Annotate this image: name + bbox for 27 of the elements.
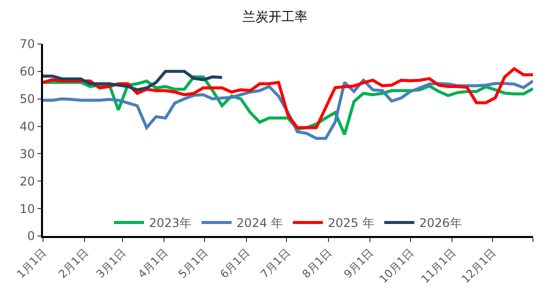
y-tick-label: 70 <box>20 37 35 52</box>
y-tick-label: 10 <box>20 202 35 216</box>
y-tick-label: 50 <box>20 92 35 106</box>
x-tick-label: 12月1日 <box>459 246 499 286</box>
line-series <box>43 70 224 92</box>
legend-label: 2023年 <box>149 216 192 230</box>
x-tick-label: 3月1日 <box>94 246 128 281</box>
x-tick-label: 2月1日 <box>56 246 91 281</box>
x-tick-label: 4月1日 <box>136 246 170 281</box>
y-tick-label: 40 <box>20 119 35 134</box>
y-tick-label: 30 <box>20 146 35 161</box>
y-tick-label: 20 <box>20 174 35 188</box>
legend-label: 2024 年 <box>236 216 283 230</box>
x-tick-label: 9月1日 <box>341 246 376 281</box>
x-tick-label: 1月1日 <box>14 246 50 281</box>
line-series <box>43 67 533 130</box>
x-tick-label: 5月1日 <box>176 246 211 281</box>
chart-title: 兰炭开工率 <box>242 9 308 26</box>
legend-label: 2025 年 <box>328 216 374 230</box>
x-tick-label: 11月1日 <box>418 246 458 286</box>
y-tick-label: 0 <box>27 229 35 244</box>
x-tick-label: 6月1日 <box>218 246 252 281</box>
legend-label: 2026年 <box>419 216 462 230</box>
x-tick-label: 7月1日 <box>258 246 293 281</box>
x-tick-label: 10月1日 <box>376 246 417 286</box>
y-tick-label: 60 <box>20 64 35 79</box>
x-tick-label: 8月1日 <box>300 246 334 281</box>
